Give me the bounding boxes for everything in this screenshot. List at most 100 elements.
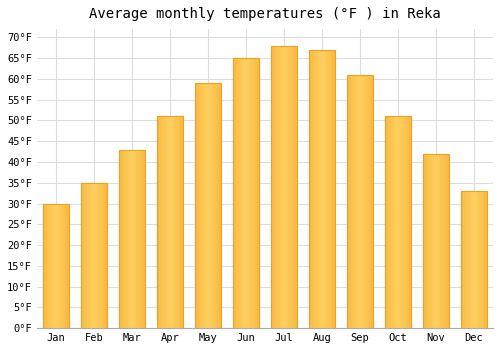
Bar xyxy=(104,183,106,328)
Bar xyxy=(384,116,386,328)
Bar xyxy=(87,183,88,328)
Bar xyxy=(125,149,126,328)
Bar xyxy=(422,154,424,328)
Bar xyxy=(386,116,388,328)
Bar xyxy=(86,183,87,328)
Bar xyxy=(366,75,368,328)
Bar xyxy=(316,50,318,328)
Bar xyxy=(294,46,296,328)
Bar xyxy=(142,149,144,328)
Bar xyxy=(358,75,360,328)
Bar xyxy=(102,183,103,328)
Bar xyxy=(286,46,288,328)
Bar xyxy=(171,116,172,328)
Bar xyxy=(84,183,86,328)
Bar xyxy=(478,191,480,328)
Bar xyxy=(280,46,281,328)
Bar xyxy=(58,204,60,328)
Bar xyxy=(209,83,210,328)
Bar xyxy=(234,58,235,328)
Bar xyxy=(66,204,68,328)
Bar xyxy=(80,183,107,328)
Bar xyxy=(68,204,69,328)
Bar xyxy=(100,183,102,328)
Bar xyxy=(318,50,320,328)
Bar xyxy=(462,191,464,328)
Bar xyxy=(250,58,251,328)
Bar xyxy=(134,149,136,328)
Bar xyxy=(98,183,99,328)
Bar xyxy=(296,46,297,328)
Bar xyxy=(470,191,472,328)
Bar xyxy=(121,149,122,328)
Bar xyxy=(422,154,450,328)
Bar xyxy=(248,58,250,328)
Bar xyxy=(52,204,53,328)
Bar xyxy=(402,116,404,328)
Bar xyxy=(370,75,372,328)
Bar xyxy=(204,83,205,328)
Bar xyxy=(354,75,356,328)
Bar xyxy=(392,116,394,328)
Bar xyxy=(270,46,297,328)
Bar xyxy=(256,58,258,328)
Bar xyxy=(276,46,278,328)
Bar xyxy=(205,83,206,328)
Bar xyxy=(57,204,58,328)
Bar xyxy=(88,183,90,328)
Bar xyxy=(136,149,137,328)
Bar xyxy=(60,204,61,328)
Bar xyxy=(80,183,82,328)
Bar xyxy=(96,183,98,328)
Bar xyxy=(120,149,121,328)
Bar xyxy=(406,116,407,328)
Bar xyxy=(167,116,168,328)
Bar xyxy=(99,183,100,328)
Bar xyxy=(320,50,322,328)
Bar xyxy=(182,116,183,328)
Bar xyxy=(292,46,294,328)
Bar xyxy=(164,116,166,328)
Bar xyxy=(48,204,49,328)
Bar xyxy=(178,116,179,328)
Bar xyxy=(460,191,462,328)
Bar xyxy=(348,75,350,328)
Bar xyxy=(83,183,84,328)
Bar xyxy=(53,204,54,328)
Bar xyxy=(200,83,201,328)
Bar xyxy=(129,149,130,328)
Bar xyxy=(194,83,221,328)
Bar xyxy=(156,116,183,328)
Bar xyxy=(90,183,91,328)
Bar xyxy=(428,154,430,328)
Bar xyxy=(424,154,426,328)
Bar xyxy=(126,149,128,328)
Bar xyxy=(49,204,50,328)
Bar xyxy=(314,50,316,328)
Bar xyxy=(408,116,410,328)
Bar xyxy=(480,191,482,328)
Bar xyxy=(356,75,358,328)
Bar xyxy=(251,58,252,328)
Bar xyxy=(240,58,242,328)
Bar xyxy=(166,116,167,328)
Bar xyxy=(176,116,178,328)
Bar xyxy=(444,154,446,328)
Bar xyxy=(258,58,259,328)
Bar xyxy=(158,116,159,328)
Bar xyxy=(138,149,140,328)
Bar xyxy=(446,154,448,328)
Bar xyxy=(484,191,486,328)
Bar xyxy=(141,149,142,328)
Bar xyxy=(137,149,138,328)
Bar xyxy=(274,46,276,328)
Bar xyxy=(180,116,182,328)
Bar xyxy=(308,50,310,328)
Bar xyxy=(362,75,364,328)
Bar xyxy=(400,116,402,328)
Bar xyxy=(133,149,134,328)
Bar xyxy=(332,50,334,328)
Bar xyxy=(91,183,92,328)
Bar xyxy=(368,75,370,328)
Bar xyxy=(438,154,440,328)
